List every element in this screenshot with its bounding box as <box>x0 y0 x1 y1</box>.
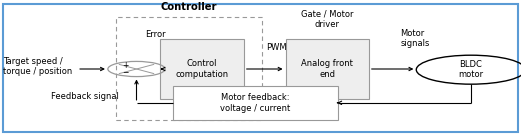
Text: Gate / Motor
driver: Gate / Motor driver <box>301 10 353 29</box>
Bar <box>116 17 262 120</box>
Text: Feedback signal: Feedback signal <box>51 92 119 101</box>
Bar <box>173 86 338 120</box>
Text: Motor
signals: Motor signals <box>400 29 429 48</box>
Bar <box>286 39 369 99</box>
Text: PWM: PWM <box>266 43 287 52</box>
Text: Controller: Controller <box>160 2 217 12</box>
Text: +: + <box>122 61 129 70</box>
Text: Error: Error <box>145 30 166 39</box>
Text: Control
computation: Control computation <box>176 59 229 79</box>
Text: −: − <box>122 68 129 77</box>
Bar <box>160 39 244 99</box>
Text: Motor feedback:
voltage / current: Motor feedback: voltage / current <box>220 93 290 112</box>
Text: Analog front
end: Analog front end <box>301 59 353 79</box>
Text: Target speed /
torque / position: Target speed / torque / position <box>3 57 72 76</box>
Text: BLDC
motor: BLDC motor <box>458 60 483 79</box>
